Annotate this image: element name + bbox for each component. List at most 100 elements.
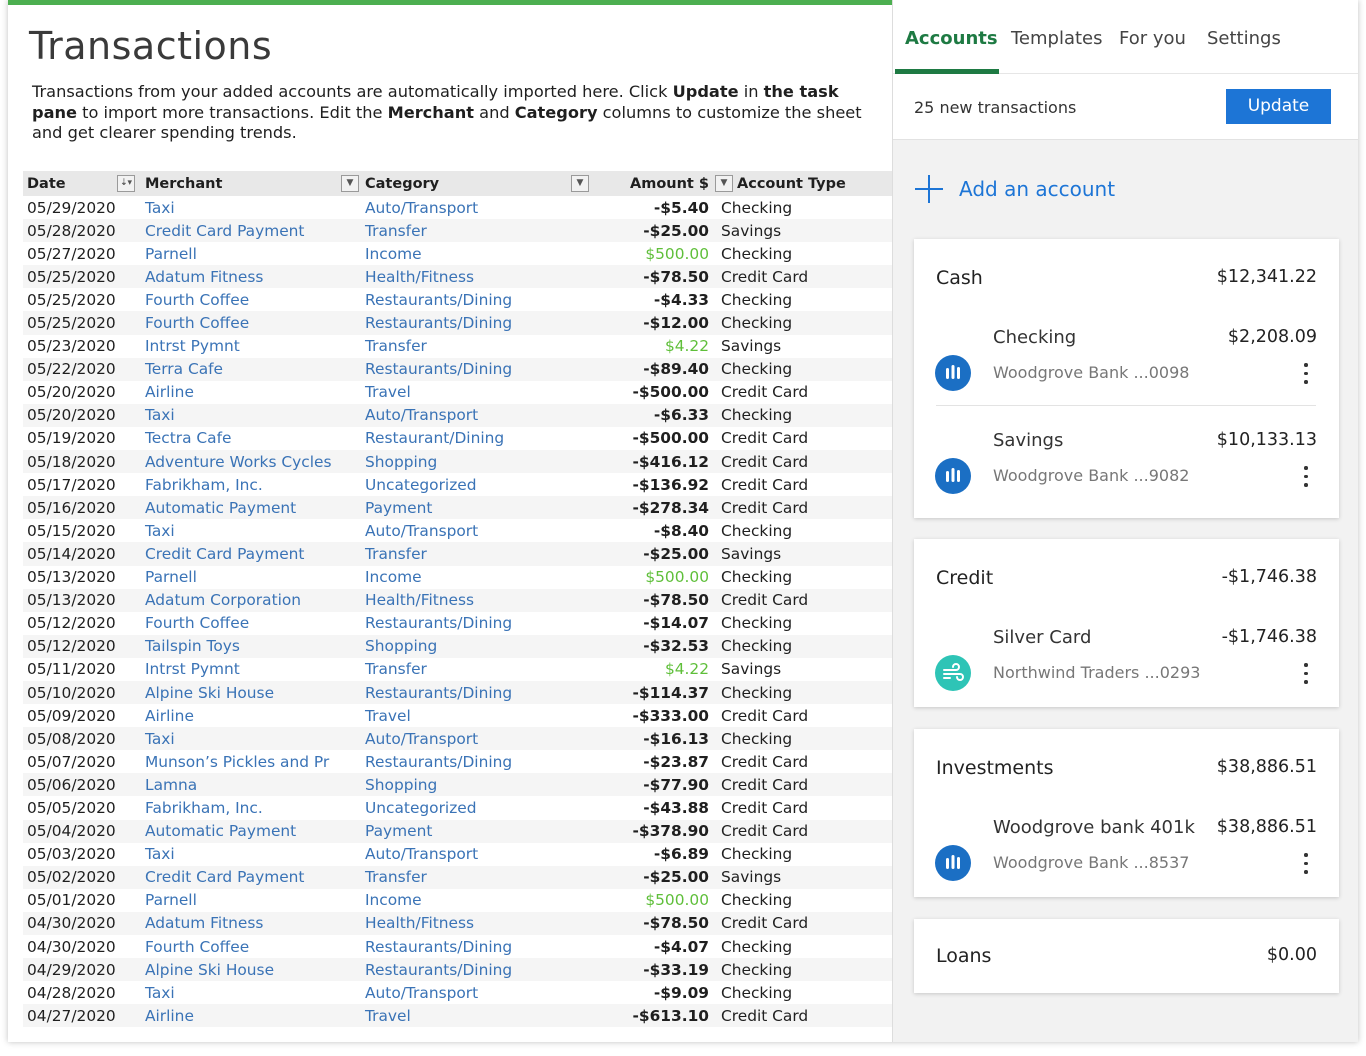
merchant-cell[interactable]: Alpine Ski House bbox=[141, 680, 361, 705]
merchant-cell[interactable]: Airline bbox=[141, 1004, 361, 1028]
category-cell[interactable]: Income bbox=[365, 568, 422, 587]
amount-cell[interactable]: -$77.90 bbox=[591, 773, 717, 797]
category-cell[interactable]: Auto/Transport bbox=[365, 198, 479, 217]
category-cell[interactable]: Health/Fitness bbox=[361, 265, 591, 289]
amount-cell[interactable]: -$114.37 bbox=[591, 680, 717, 705]
date-cell[interactable]: 05/07/2020 bbox=[27, 752, 116, 771]
date-cell[interactable]: 05/20/2020 bbox=[27, 383, 116, 402]
amount-cell[interactable]: $4.22 bbox=[664, 337, 709, 356]
merchant-cell[interactable]: Fabrikham, Inc. bbox=[145, 475, 263, 494]
category-cell[interactable]: Uncategorized bbox=[365, 475, 477, 494]
filter-dropdown-icon[interactable]: ▼ bbox=[715, 175, 733, 192]
date-cell[interactable]: 05/05/2020 bbox=[27, 798, 116, 817]
date-cell[interactable]: 05/23/2020 bbox=[27, 337, 116, 356]
category-cell[interactable]: Transfer bbox=[365, 660, 427, 679]
date-cell[interactable]: 05/06/2020 bbox=[23, 773, 141, 797]
date-cell[interactable]: 05/27/2020 bbox=[27, 244, 116, 263]
account-type-cell[interactable]: Checking bbox=[721, 568, 793, 587]
amount-cell[interactable]: -$78.50 bbox=[591, 911, 717, 935]
date-cell[interactable]: 04/30/2020 bbox=[23, 911, 141, 935]
date-cell[interactable]: 05/22/2020 bbox=[23, 357, 141, 381]
merchant-cell[interactable]: Adatum Fitness bbox=[141, 911, 361, 935]
more-options-icon[interactable] bbox=[1303, 853, 1309, 875]
account-type-cell[interactable]: Checking bbox=[717, 727, 892, 751]
category-cell[interactable]: Auto/Transport bbox=[361, 727, 591, 751]
account-type-cell[interactable]: Savings bbox=[717, 219, 892, 243]
account-type-cell[interactable]: Checking bbox=[717, 680, 892, 705]
account-type-cell[interactable]: Checking bbox=[721, 521, 793, 540]
category-cell[interactable]: Restaurants/Dining bbox=[361, 311, 591, 335]
amount-cell[interactable]: -$613.10 bbox=[591, 1004, 717, 1028]
merchant-cell[interactable]: Adventure Works Cycles bbox=[141, 450, 361, 474]
account-type-cell[interactable]: Credit Card bbox=[717, 911, 892, 935]
account-type-cell[interactable]: Credit Card bbox=[717, 773, 892, 797]
category-cell[interactable]: Auto/Transport bbox=[365, 845, 479, 864]
col-header-amount[interactable]: Amount $ bbox=[591, 171, 717, 196]
account-type-cell[interactable]: Checking bbox=[717, 634, 892, 658]
category-cell[interactable]: Restaurant/Dining bbox=[365, 429, 505, 448]
date-cell[interactable]: 05/09/2020 bbox=[27, 706, 116, 725]
account-type-cell[interactable]: Credit Card bbox=[721, 706, 809, 725]
tab-accounts[interactable]: Accounts bbox=[905, 28, 998, 49]
merchant-cell[interactable]: Fourth Coffee bbox=[145, 614, 250, 633]
date-cell[interactable]: 05/25/2020 bbox=[23, 265, 141, 289]
update-button[interactable]: Update bbox=[1226, 89, 1331, 124]
merchant-cell[interactable]: Parnell bbox=[145, 891, 197, 910]
merchant-cell[interactable]: Adatum Fitness bbox=[141, 265, 361, 289]
merchant-cell[interactable]: Taxi bbox=[141, 403, 361, 427]
merchant-cell[interactable]: Airline bbox=[145, 383, 194, 402]
merchant-cell[interactable]: Tectra Cafe bbox=[145, 429, 232, 448]
merchant-cell[interactable]: Taxi bbox=[145, 983, 175, 1002]
merchant-cell[interactable]: Fabrikham, Inc. bbox=[145, 798, 263, 817]
col-header-account-type[interactable]: ▼ Account Type bbox=[715, 171, 892, 196]
loans-card[interactable]: Loans $0.00 bbox=[914, 919, 1339, 993]
amount-cell[interactable]: $500.00 bbox=[645, 244, 709, 263]
date-cell[interactable]: 05/12/2020 bbox=[27, 614, 116, 633]
amount-cell[interactable]: -$8.40 bbox=[653, 521, 709, 540]
merchant-cell[interactable]: Alpine Ski House bbox=[141, 958, 361, 982]
amount-cell[interactable]: -$78.50 bbox=[591, 265, 717, 289]
account-item-401k[interactable]: Woodgrove bank 401k Woodgrove Bank ...85… bbox=[914, 813, 1339, 915]
merchant-cell[interactable]: Automatic Payment bbox=[141, 819, 361, 843]
category-cell[interactable]: Shopping bbox=[361, 450, 591, 474]
merchant-cell[interactable]: Intrst Pymnt bbox=[145, 660, 240, 679]
date-cell[interactable]: 04/27/2020 bbox=[23, 1004, 141, 1028]
merchant-cell[interactable]: Airline bbox=[145, 706, 194, 725]
date-cell[interactable]: 04/28/2020 bbox=[27, 983, 116, 1002]
col-header-category[interactable]: Category ▼ bbox=[361, 171, 591, 196]
col-header-merchant[interactable]: ⇣▾ Merchant ▼ bbox=[117, 171, 361, 196]
account-type-cell[interactable]: Credit Card bbox=[717, 819, 892, 843]
merchant-cell[interactable]: Parnell bbox=[145, 568, 197, 587]
category-cell[interactable]: Auto/Transport bbox=[365, 983, 479, 1002]
account-type-cell[interactable]: Savings bbox=[717, 865, 892, 889]
account-type-cell[interactable]: Credit Card bbox=[717, 496, 892, 520]
amount-cell[interactable]: -$25.00 bbox=[591, 219, 717, 243]
account-type-cell[interactable]: Credit Card bbox=[717, 1004, 892, 1028]
category-cell[interactable]: Health/Fitness bbox=[361, 911, 591, 935]
account-type-cell[interactable]: Checking bbox=[721, 983, 793, 1002]
account-type-cell[interactable]: Checking bbox=[717, 958, 892, 982]
amount-cell[interactable]: -$33.19 bbox=[591, 958, 717, 982]
merchant-cell[interactable]: Credit Card Payment bbox=[141, 542, 361, 566]
amount-cell[interactable]: -$16.13 bbox=[591, 727, 717, 751]
merchant-cell[interactable]: Lamna bbox=[141, 773, 361, 797]
account-type-cell[interactable]: Savings bbox=[721, 337, 782, 356]
account-type-cell[interactable]: Credit Card bbox=[721, 752, 809, 771]
date-cell[interactable]: 05/25/2020 bbox=[27, 290, 116, 309]
amount-cell[interactable]: -$89.40 bbox=[591, 357, 717, 381]
date-cell[interactable]: 05/13/2020 bbox=[23, 588, 141, 612]
date-cell[interactable]: 05/17/2020 bbox=[27, 475, 116, 494]
merchant-cell[interactable]: Fourth Coffee bbox=[145, 937, 250, 956]
date-cell[interactable]: 05/28/2020 bbox=[23, 219, 141, 243]
account-type-cell[interactable]: Checking bbox=[717, 311, 892, 335]
category-cell[interactable]: Restaurants/Dining bbox=[361, 958, 591, 982]
account-type-cell[interactable]: Credit Card bbox=[721, 475, 809, 494]
category-cell[interactable]: Restaurants/Dining bbox=[365, 752, 513, 771]
date-cell[interactable]: 05/25/2020 bbox=[23, 311, 141, 335]
tab-templates[interactable]: Templates bbox=[1011, 28, 1103, 49]
amount-cell[interactable]: -$278.34 bbox=[591, 496, 717, 520]
more-options-icon[interactable] bbox=[1303, 663, 1309, 685]
account-type-cell[interactable]: Checking bbox=[717, 357, 892, 381]
category-cell[interactable]: Auto/Transport bbox=[365, 521, 479, 540]
amount-cell[interactable]: -$5.40 bbox=[653, 198, 709, 217]
